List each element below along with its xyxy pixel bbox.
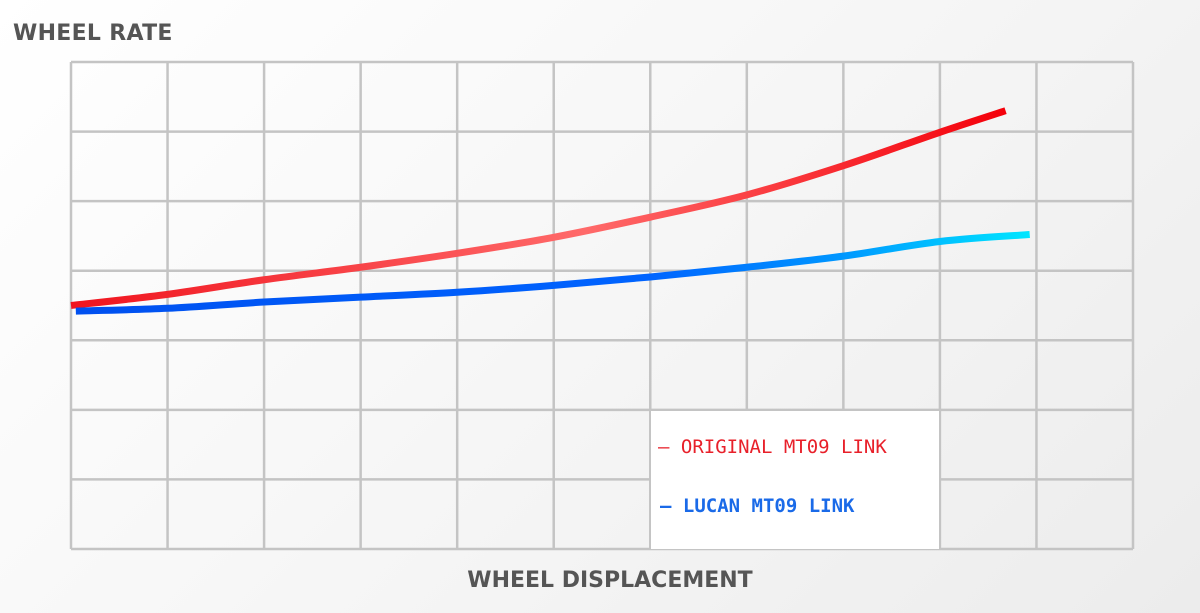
y-axis-label: WHEEL RATE [13,21,173,46]
legend-label: ORIGINAL MT09 LINK [680,436,887,458]
chart-legend: – ORIGINAL MT09 LINK – LUCAN MT09 LINK [651,411,939,549]
x-axis-label: WHEEL DISPLACEMENT [467,568,753,593]
legend-item-original-mt09-link: – ORIGINAL MT09 LINK [658,436,887,458]
series-line-lucan-mt09-link [75,231,1030,315]
chart-grid [69,60,1135,551]
legend-item-lucan-mt09-link: – LUCAN MT09 LINK [660,495,855,517]
series-line-original-mt09-link [70,107,1007,309]
legend-dash-icon: – [658,436,670,458]
legend-dash-icon: – [660,495,672,517]
legend-label: LUCAN MT09 LINK [682,495,855,517]
